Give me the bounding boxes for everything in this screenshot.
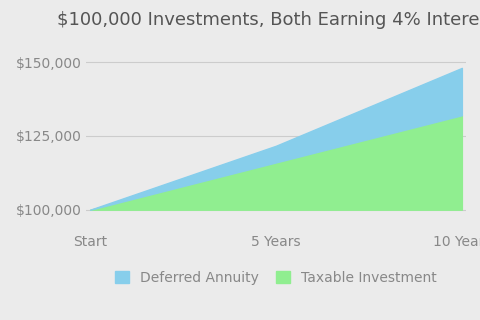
Title: $100,000 Investments, Both Earning 4% Interest: $100,000 Investments, Both Earning 4% In…	[57, 11, 480, 28]
Legend: Deferred Annuity, Taxable Investment: Deferred Annuity, Taxable Investment	[115, 271, 437, 285]
